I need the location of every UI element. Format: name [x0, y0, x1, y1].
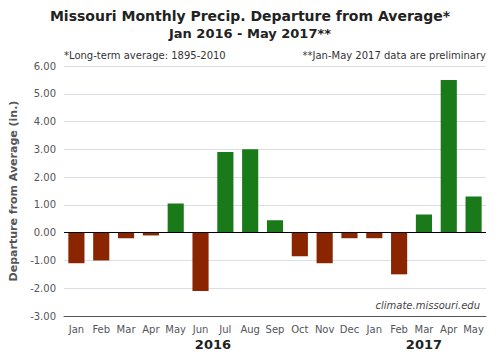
svg-text:**Jan-May 2017 data are prelim: **Jan-May 2017 data are preliminary	[302, 50, 486, 61]
svg-text:Oct: Oct	[291, 324, 308, 335]
svg-text:-2.00: -2.00	[30, 283, 56, 294]
svg-text:3.00: 3.00	[34, 144, 56, 155]
svg-text:Jul: Jul	[218, 324, 231, 335]
svg-text:Mar: Mar	[415, 324, 435, 335]
svg-text:climate.missouri.edu: climate.missouri.edu	[376, 300, 480, 311]
svg-text:Dec: Dec	[340, 324, 359, 335]
svg-text:Apr: Apr	[440, 324, 458, 335]
svg-text:2016: 2016	[195, 337, 231, 352]
svg-text:6.00: 6.00	[34, 61, 56, 72]
svg-text:Apr: Apr	[142, 324, 160, 335]
svg-text:May: May	[165, 324, 186, 335]
svg-text:Feb: Feb	[390, 324, 408, 335]
svg-text:Jan: Jan	[366, 324, 382, 335]
svg-text:*Long-term average: 1895-2010: *Long-term average: 1895-2010	[64, 50, 226, 61]
svg-text:2.00: 2.00	[34, 172, 56, 183]
svg-text:5.00: 5.00	[34, 88, 56, 99]
svg-text:-3.00: -3.00	[30, 311, 56, 322]
svg-text:Jan 2016 - May 2017**: Jan 2016 - May 2017**	[168, 26, 331, 41]
svg-text:2017: 2017	[406, 337, 442, 352]
svg-text:Feb: Feb	[92, 324, 110, 335]
svg-text:May: May	[463, 324, 484, 335]
svg-text:Departure from Average (in.): Departure from Average (in.)	[7, 101, 20, 282]
svg-text:4.00: 4.00	[34, 116, 56, 127]
svg-text:Mar: Mar	[117, 324, 137, 335]
svg-text:Sep: Sep	[266, 324, 285, 335]
svg-text:Missouri Monthly Precip. Depar: Missouri Monthly Precip. Departure from …	[50, 8, 451, 24]
svg-text:Nov: Nov	[315, 324, 335, 335]
svg-text:Jun: Jun	[192, 324, 209, 335]
svg-text:Jan: Jan	[68, 324, 84, 335]
svg-text:0.00: 0.00	[34, 227, 56, 238]
svg-text:Aug: Aug	[240, 324, 260, 335]
svg-text:1.00: 1.00	[34, 199, 56, 210]
svg-text:-1.00: -1.00	[30, 255, 56, 266]
